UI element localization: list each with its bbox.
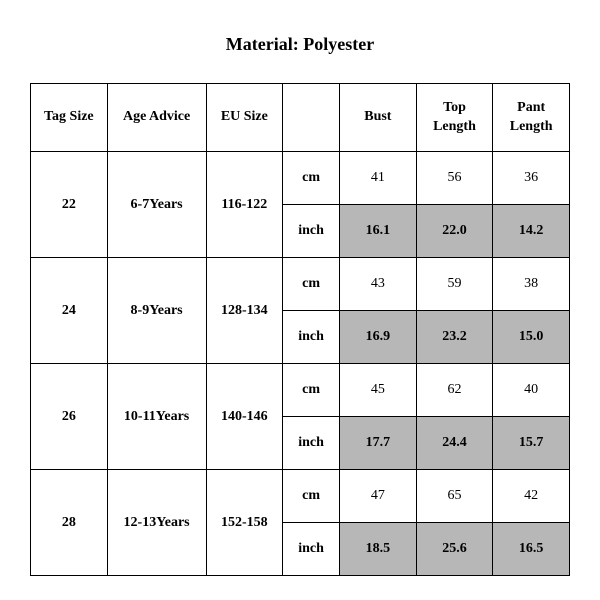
cell-eu-size: 116-122 xyxy=(206,152,283,258)
cell-top_length-cm: 56 xyxy=(416,152,493,205)
cell-bust-inch: 18.5 xyxy=(340,523,417,576)
cell-age-advice: 6-7Years xyxy=(107,152,206,258)
col-header-bust: Bust xyxy=(340,84,417,152)
table-row: 2610-11Years140-146cm456240 xyxy=(31,364,570,417)
col-header-eu-size: EU Size xyxy=(206,84,283,152)
cell-top_length-cm: 65 xyxy=(416,470,493,523)
cell-tag-size: 26 xyxy=(31,364,108,470)
cell-top_length-inch: 22.0 xyxy=(416,205,493,258)
cell-bust-cm: 43 xyxy=(340,258,417,311)
page-title: Material: Polyester xyxy=(30,34,570,55)
col-header-pant-length: PantLength xyxy=(493,84,570,152)
cell-bust-cm: 45 xyxy=(340,364,417,417)
cell-top_length-inch: 23.2 xyxy=(416,311,493,364)
cell-eu-size: 140-146 xyxy=(206,364,283,470)
col-header-top-length: TopLength xyxy=(416,84,493,152)
cell-unit-inch: inch xyxy=(283,205,340,258)
col-header-tag-size: Tag Size xyxy=(31,84,108,152)
table-row: 226-7Years116-122cm415636 xyxy=(31,152,570,205)
cell-pant_length-cm: 42 xyxy=(493,470,570,523)
cell-age-advice: 10-11Years xyxy=(107,364,206,470)
cell-bust-inch: 17.7 xyxy=(340,417,417,470)
table-body: 226-7Years116-122cm415636inch16.122.014.… xyxy=(31,152,570,576)
table-row: 248-9Years128-134cm435938 xyxy=(31,258,570,311)
cell-unit-cm: cm xyxy=(283,470,340,523)
cell-pant_length-cm: 38 xyxy=(493,258,570,311)
cell-top_length-inch: 24.4 xyxy=(416,417,493,470)
cell-pant_length-inch: 16.5 xyxy=(493,523,570,576)
table-row: 2812-13Years152-158cm476542 xyxy=(31,470,570,523)
cell-tag-size: 22 xyxy=(31,152,108,258)
cell-top_length-cm: 59 xyxy=(416,258,493,311)
cell-eu-size: 128-134 xyxy=(206,258,283,364)
cell-pant_length-inch: 14.2 xyxy=(493,205,570,258)
cell-bust-inch: 16.9 xyxy=(340,311,417,364)
cell-unit-inch: inch xyxy=(283,311,340,364)
cell-age-advice: 8-9Years xyxy=(107,258,206,364)
size-table: Tag Size Age Advice EU Size Bust TopLeng… xyxy=(30,83,570,576)
cell-pant_length-inch: 15.0 xyxy=(493,311,570,364)
cell-pant_length-cm: 36 xyxy=(493,152,570,205)
col-header-unit xyxy=(283,84,340,152)
cell-eu-size: 152-158 xyxy=(206,470,283,576)
cell-age-advice: 12-13Years xyxy=(107,470,206,576)
cell-unit-cm: cm xyxy=(283,152,340,205)
cell-tag-size: 28 xyxy=(31,470,108,576)
cell-unit-cm: cm xyxy=(283,364,340,417)
cell-top_length-inch: 25.6 xyxy=(416,523,493,576)
cell-unit-inch: inch xyxy=(283,417,340,470)
cell-bust-inch: 16.1 xyxy=(340,205,417,258)
cell-unit-inch: inch xyxy=(283,523,340,576)
col-header-age-advice: Age Advice xyxy=(107,84,206,152)
cell-tag-size: 24 xyxy=(31,258,108,364)
cell-bust-cm: 47 xyxy=(340,470,417,523)
cell-top_length-cm: 62 xyxy=(416,364,493,417)
table-header-row: Tag Size Age Advice EU Size Bust TopLeng… xyxy=(31,84,570,152)
cell-bust-cm: 41 xyxy=(340,152,417,205)
cell-unit-cm: cm xyxy=(283,258,340,311)
cell-pant_length-cm: 40 xyxy=(493,364,570,417)
cell-pant_length-inch: 15.7 xyxy=(493,417,570,470)
